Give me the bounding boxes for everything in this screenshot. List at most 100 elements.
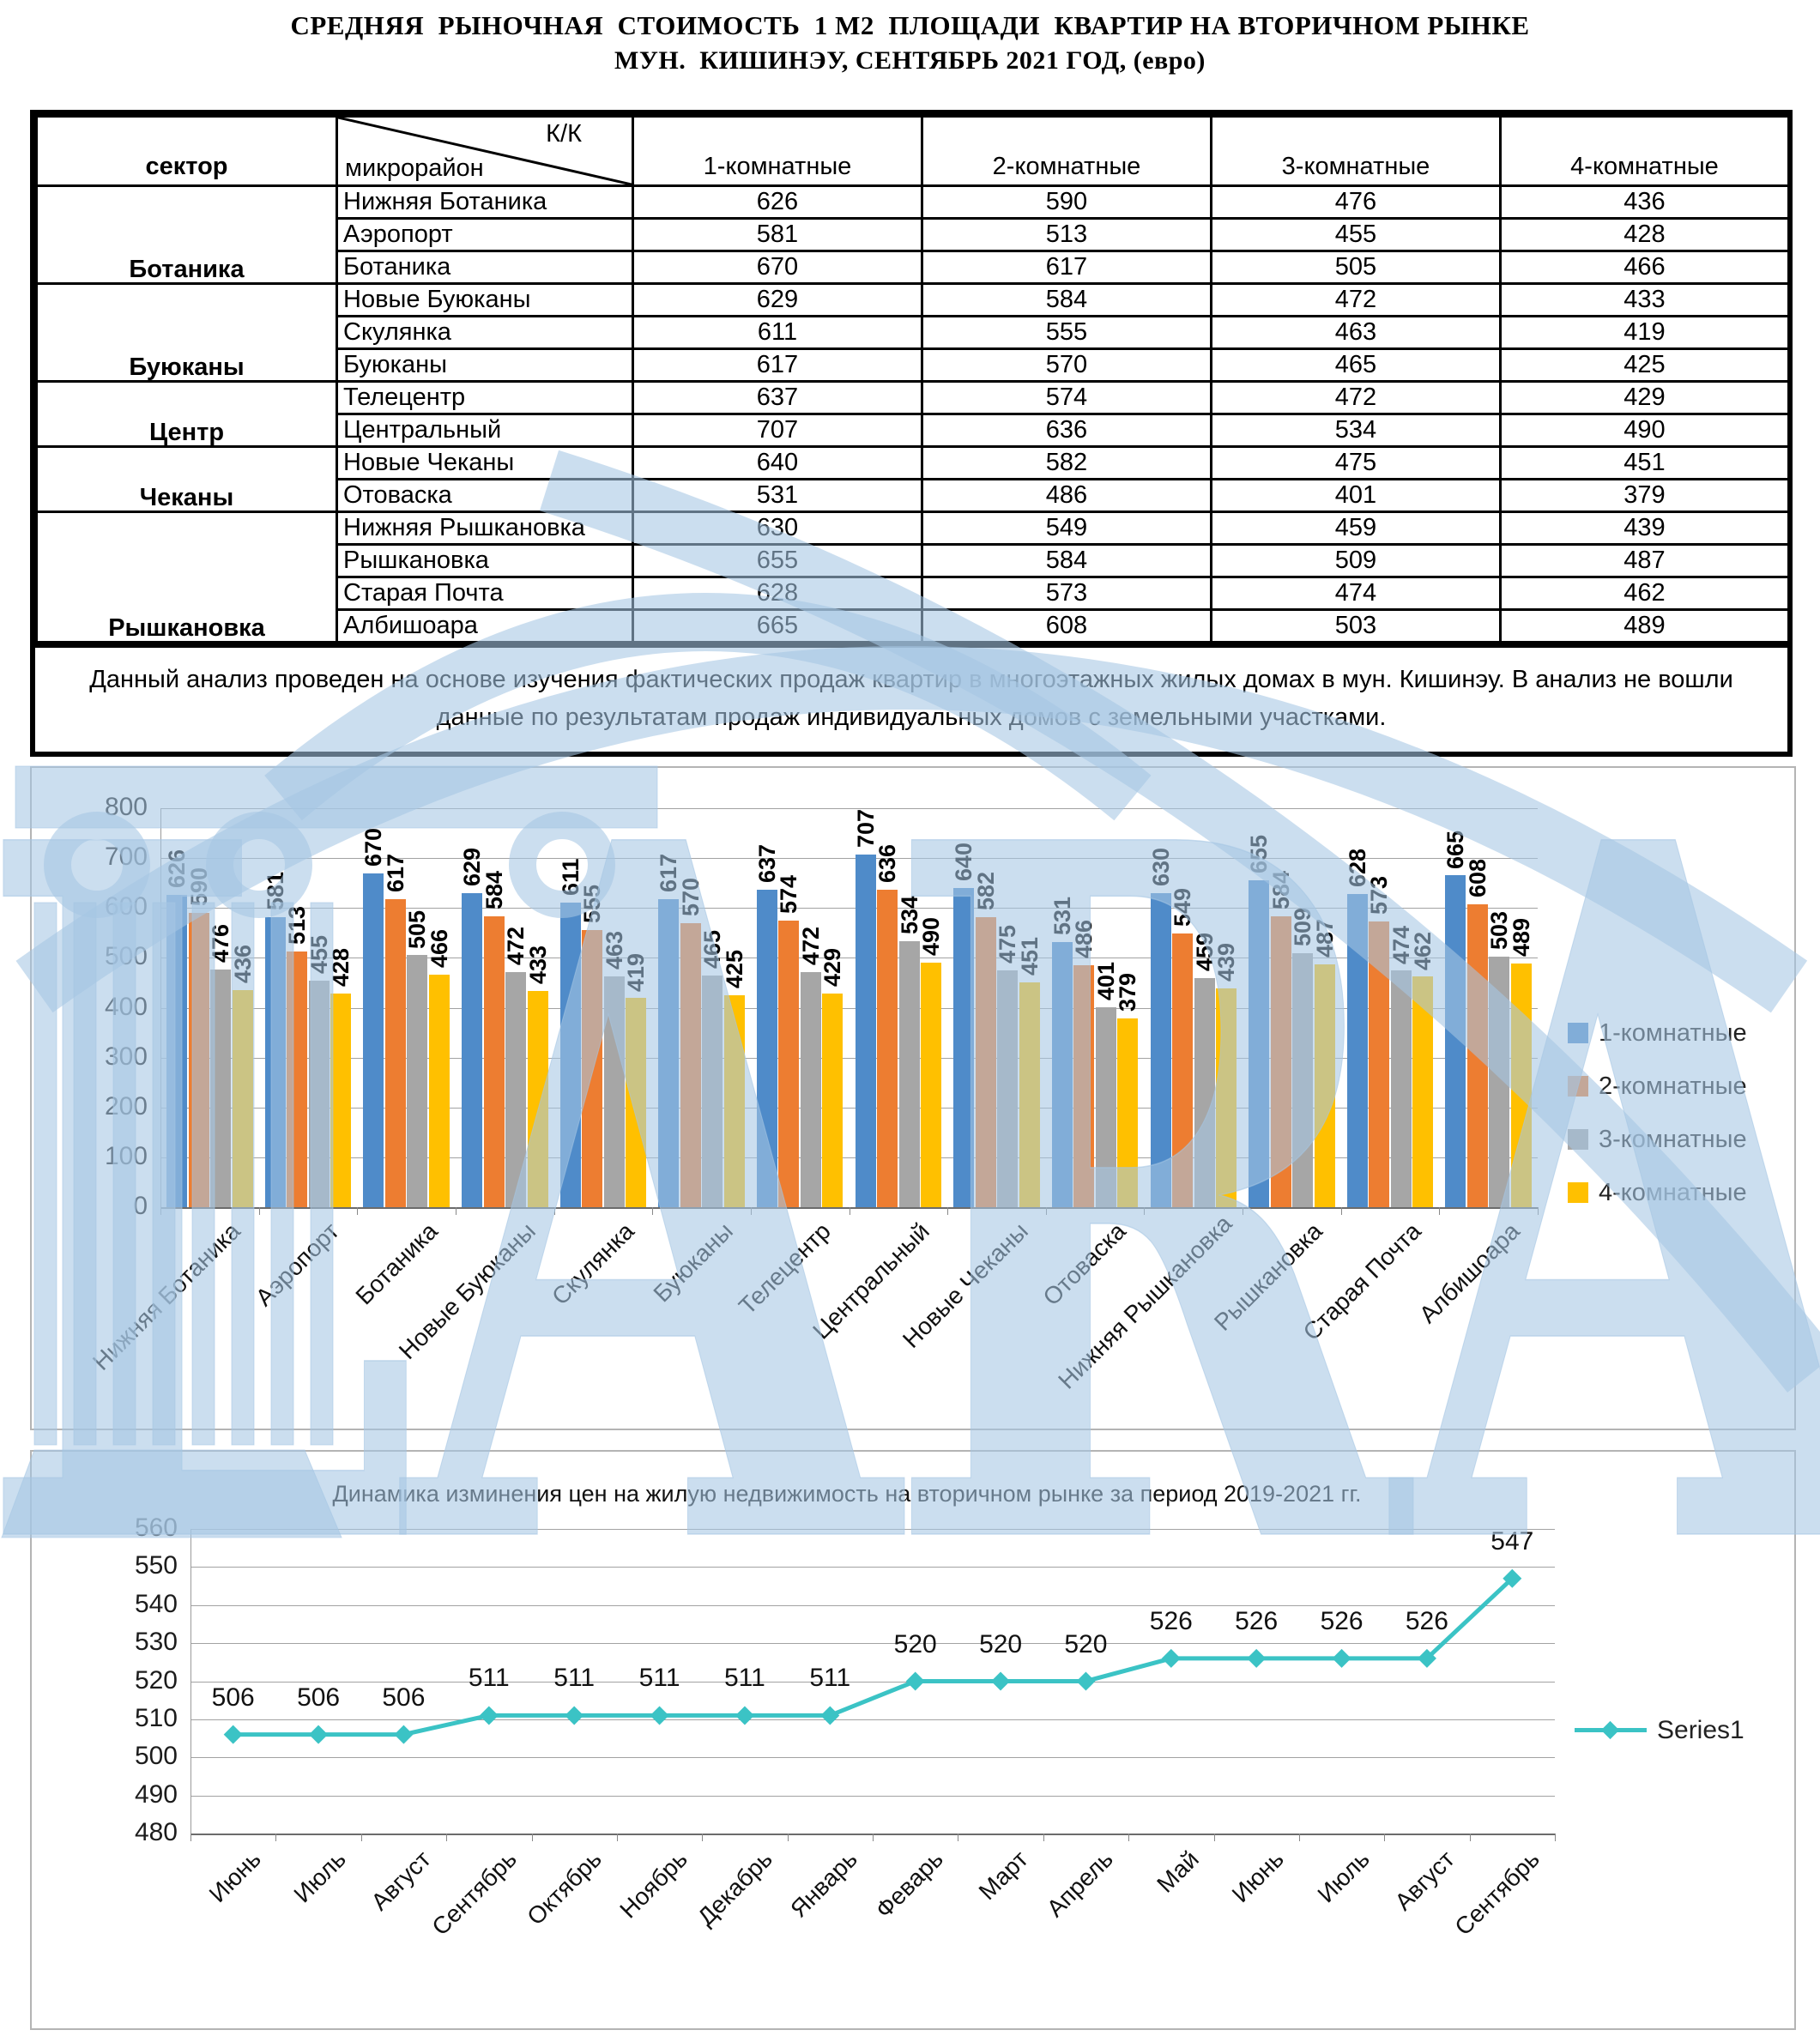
price-cell: 474 <box>1210 576 1502 611</box>
point-value-label: 526 <box>1149 1606 1193 1635</box>
bar <box>582 930 603 1207</box>
bar <box>975 916 996 1207</box>
bar <box>822 993 843 1207</box>
data-point-marker <box>1161 1648 1181 1668</box>
bar <box>855 855 876 1207</box>
line-x-tick <box>873 1834 874 1841</box>
bar <box>1270 915 1291 1207</box>
line-gridline <box>190 1719 1555 1720</box>
line-x-tick <box>360 1834 362 1841</box>
price-cell: 419 <box>1499 315 1790 350</box>
table-row: Центр Телецентр 637 574 472 429 <box>35 380 1790 448</box>
bar <box>953 888 975 1207</box>
bar-x-tick <box>357 1207 359 1215</box>
line-x-tick <box>1043 1834 1044 1841</box>
bar-value-label: 637 <box>753 843 780 883</box>
price-cell: 490 <box>1499 413 1790 448</box>
line-x-tick <box>1384 1834 1386 1841</box>
bar <box>210 970 232 1207</box>
bar <box>505 971 526 1207</box>
bar-value-label: 608 <box>1464 858 1490 897</box>
bar-category-label: Нижняя Ботаника <box>88 1217 246 1375</box>
bar-x-tick <box>1144 1207 1146 1215</box>
bar-value-label: 573 <box>1366 875 1393 915</box>
point-value-label: 506 <box>382 1683 426 1712</box>
bar-value-label: 425 <box>721 949 747 988</box>
price-cell: 584 <box>921 282 1212 317</box>
bar <box>756 889 777 1207</box>
price-table-wrap: сектор К/К микрорайон 1-комнатные 2-комн… <box>30 110 1793 757</box>
bar-x-tick <box>1045 1207 1047 1215</box>
price-cell: 503 <box>1210 608 1502 643</box>
bar <box>1510 963 1532 1207</box>
price-table-body: Ботаника Нижняя Ботаника 626 590 476 436 Аэроп… <box>35 184 1790 643</box>
district-cell: Рышкановка <box>336 543 634 578</box>
district-cell: Буюканы <box>336 347 634 383</box>
data-point-marker <box>1417 1648 1436 1668</box>
point-value-label: 526 <box>1235 1606 1279 1635</box>
bar-value-label: 428 <box>328 948 354 988</box>
bar-ytick-label: 400 <box>104 992 148 1021</box>
table-row: Аэропорт 581 513 455 428 <box>37 217 1790 252</box>
bar-value-label: 555 <box>579 885 606 924</box>
bar <box>559 902 581 1207</box>
bar <box>527 991 548 1207</box>
bar-category-label: Рышкановка <box>1209 1217 1328 1336</box>
bar <box>1117 1018 1139 1207</box>
bar <box>1466 903 1488 1207</box>
header-col-1room: 1-комнатные <box>632 115 923 187</box>
bar <box>1390 970 1412 1207</box>
bar-value-label: 590 <box>185 867 212 907</box>
price-cell: 476 <box>1210 184 1502 220</box>
line-ytick-label: 540 <box>134 1589 178 1618</box>
line-gridline <box>190 1681 1555 1683</box>
bar <box>778 921 800 1207</box>
bar <box>997 970 1019 1207</box>
sector-cell: Ботаника <box>35 184 338 285</box>
header-kk: К/К <box>546 120 582 148</box>
bar <box>188 913 209 1207</box>
header-district-diagonal: К/К микрорайон <box>336 115 634 187</box>
bar <box>264 917 286 1207</box>
table-row: Буюканы 617 570 465 425 <box>37 347 1790 383</box>
bar <box>1216 988 1237 1207</box>
bar-x-tick <box>652 1207 654 1215</box>
line-x-tick <box>1469 1834 1471 1841</box>
district-cell: Старая Почта <box>336 576 634 611</box>
bar-value-label: 570 <box>677 877 704 916</box>
bar-value-label: 665 <box>1442 830 1469 869</box>
district-cell: Нижняя Рышкановка <box>336 511 634 546</box>
bar-value-label: 617 <box>382 854 408 893</box>
bar-x-tick <box>750 1207 752 1215</box>
bar <box>1346 893 1368 1207</box>
price-cell: 630 <box>632 511 923 546</box>
bar-value-label: 475 <box>995 924 1021 964</box>
bar <box>1369 921 1390 1207</box>
price-cell: 608 <box>921 608 1212 643</box>
bar <box>702 975 723 1207</box>
bar-category-label: Старая Почта <box>1297 1217 1426 1346</box>
bar <box>921 963 942 1207</box>
line-ytick-label: 500 <box>134 1742 178 1771</box>
bar-value-label: 626 <box>164 849 190 889</box>
line-ytick-label: 490 <box>134 1779 178 1809</box>
bar-value-label: 472 <box>503 926 529 965</box>
bar-value-label: 630 <box>1147 847 1174 886</box>
price-cell: 581 <box>632 217 923 252</box>
table-header-row: сектор К/К микрорайон 1-комнатные 2-комн… <box>35 115 1790 187</box>
price-cell: 555 <box>921 315 1212 350</box>
page-title-line2: МУН. КИШИНЭУ, СЕНТЯБРЬ 2021 ГОД, (евро) <box>614 46 1206 75</box>
price-cell: 466 <box>1499 250 1790 285</box>
price-cell: 626 <box>632 184 923 220</box>
data-point-marker <box>309 1725 329 1744</box>
header-col-2room: 2-комнатные <box>921 115 1212 187</box>
price-cell: 425 <box>1499 347 1790 383</box>
line-chart-title: Динамика изминения цен на жилую недвижим… <box>332 1481 1362 1507</box>
bar-y-axis <box>160 808 161 1207</box>
price-cell: 436 <box>1499 184 1790 220</box>
price-cell: 637 <box>632 380 923 415</box>
price-cell: 472 <box>1210 380 1502 415</box>
legend-swatch <box>1568 1076 1588 1097</box>
bar <box>308 980 330 1207</box>
legend-label: 2-комнатные <box>1599 1072 1747 1100</box>
